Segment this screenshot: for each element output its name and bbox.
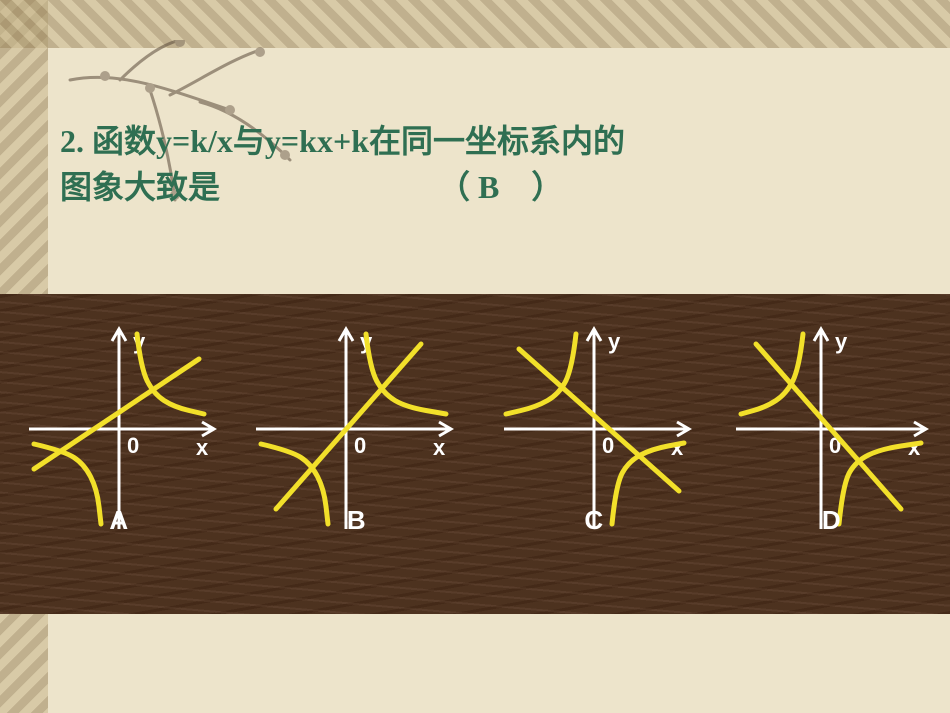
curve-line xyxy=(519,349,679,491)
chart-row: yx0Ayx0Byx0Cyx0D xyxy=(0,304,950,554)
chart-C: yx0C xyxy=(484,304,704,554)
axes xyxy=(29,329,214,529)
curve-hyp_q1 xyxy=(137,334,204,414)
y-axis-label: y xyxy=(608,329,621,354)
curve-hyp_q1 xyxy=(366,334,446,414)
y-axis-label: y xyxy=(835,329,848,354)
chart-label-C: C xyxy=(484,505,704,536)
chart-A: yx0A xyxy=(9,304,229,554)
x-axis-label: x xyxy=(196,435,209,460)
border-top-pattern xyxy=(0,0,950,48)
slide-page: 2. 函数y=k/x与y=kx+k在同一坐标系内的 图象大致是 （ B ） y x… xyxy=(0,0,950,713)
question-text: 2. 函数y=k/x与y=kx+k在同一坐标系内的 图象大致是 （ B ） xyxy=(60,118,890,211)
curve-line xyxy=(276,344,421,509)
question-line2: 图象大致是 xyxy=(60,169,220,205)
origin-label: 0 xyxy=(602,433,614,458)
origin-label: 0 xyxy=(354,433,366,458)
x-axis-label: x xyxy=(908,435,921,460)
origin-label: 0 xyxy=(127,433,139,458)
answer-slot: （ B ） xyxy=(438,169,563,205)
paren-open: （ xyxy=(438,169,470,205)
chart-label-D: D xyxy=(721,505,941,536)
curve-line xyxy=(756,344,901,509)
chart-D: yx0D xyxy=(721,304,941,554)
curve-hyp_q2 xyxy=(506,334,576,414)
answer-letter: B xyxy=(478,169,499,205)
chart-label-B: B xyxy=(246,505,466,536)
paren-close: ） xyxy=(531,169,563,205)
chart-B: yx0B xyxy=(246,304,466,554)
x-axis-label: x xyxy=(433,435,446,460)
charts-band: yx0Ayx0Byx0Cyx0D xyxy=(0,294,950,614)
curve-hyp_q2 xyxy=(741,334,803,414)
question-line1: 函数y=k/x与y=kx+k在同一坐标系内的 xyxy=(92,123,625,159)
chart-label-A: A xyxy=(9,505,229,536)
question-number: 2. xyxy=(60,123,84,159)
